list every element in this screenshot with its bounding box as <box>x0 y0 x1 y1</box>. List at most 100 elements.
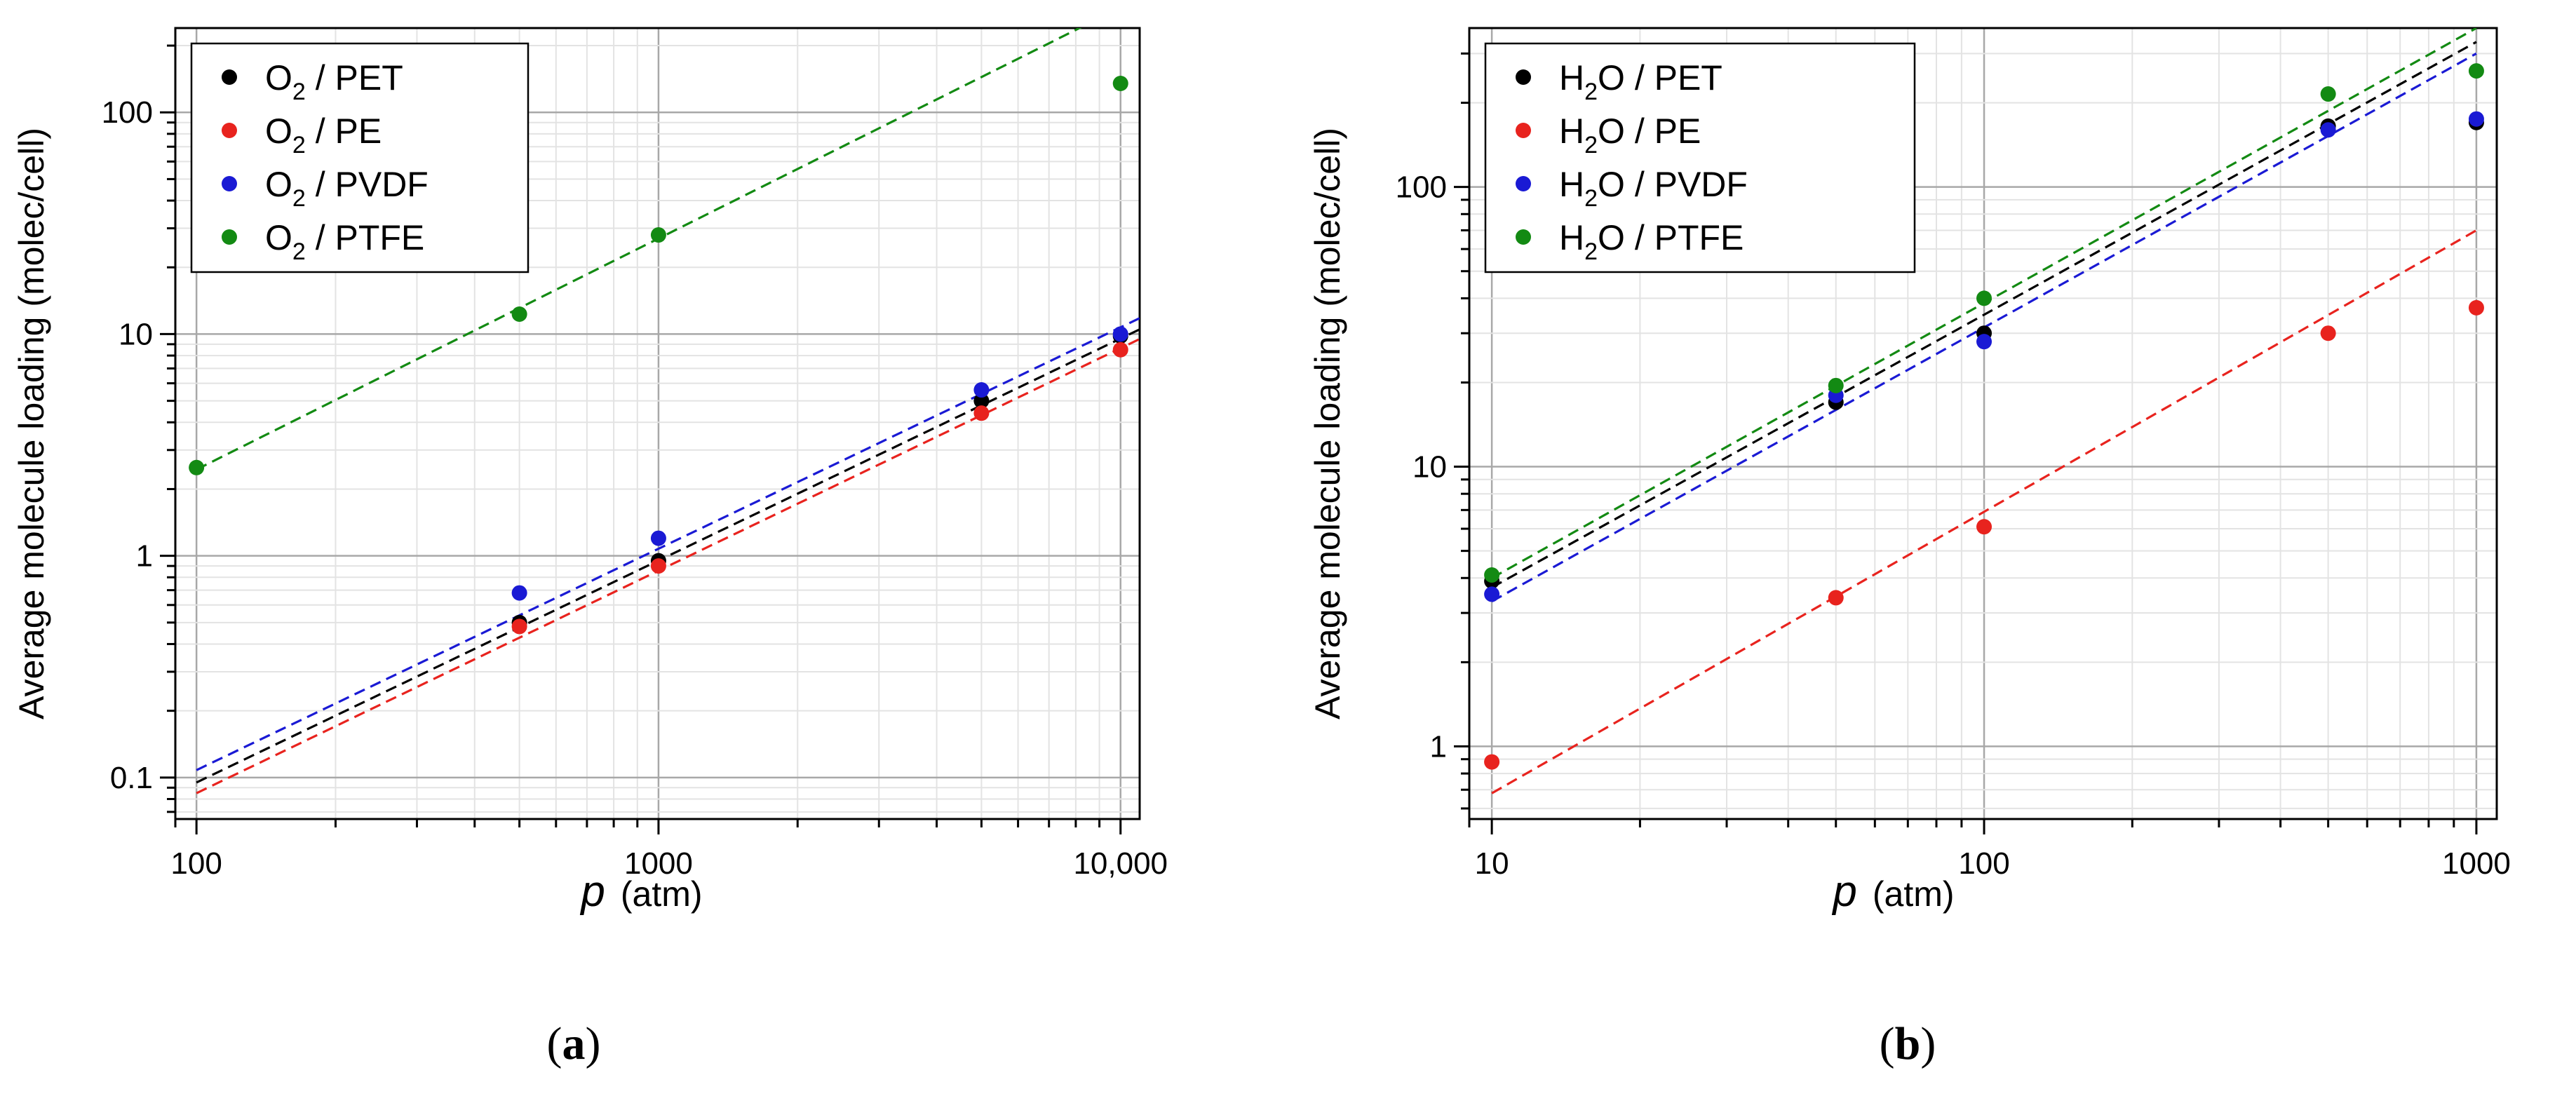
legend-subscript: 2 <box>1584 185 1598 212</box>
axis-ticks <box>160 44 1122 834</box>
y-tick-label: 10 <box>1412 450 1447 485</box>
data-point-ptfe <box>650 227 666 243</box>
legend-label-pet: O2 / PET <box>265 58 403 105</box>
legend-label-pe: H2O / PE <box>1559 111 1701 158</box>
data-point-pvdf <box>973 382 990 398</box>
legend-subscript: 2 <box>1584 132 1598 158</box>
data-point-pe <box>650 558 666 574</box>
legend-marker-pvdf <box>1516 176 1531 191</box>
data-point-pvdf <box>1976 334 1992 350</box>
x-axis-unit: (atm) <box>1873 874 1955 914</box>
caption-open: ( <box>547 1018 562 1069</box>
series-layer <box>189 28 1140 794</box>
legend-subscript: 2 <box>292 185 306 212</box>
legend-molecule: O <box>265 111 292 151</box>
y-tick-label: 100 <box>102 95 153 130</box>
caption-close: ) <box>1920 1018 1936 1069</box>
legend-subscript: 2 <box>1584 79 1598 105</box>
legend-molecule: H <box>1559 165 1584 204</box>
data-point-ptfe <box>2320 86 2336 102</box>
legend-series-name: / PE <box>306 111 382 151</box>
data-point-ptfe <box>1976 290 1992 306</box>
x-axis-label: p (atm) <box>579 867 702 916</box>
x-tick-label: 10,000 <box>1073 846 1168 881</box>
x-tick-label: 1000 <box>2442 846 2511 881</box>
data-point-pe <box>2468 299 2484 316</box>
data-point-ptfe <box>189 459 205 475</box>
legend-molecule: O <box>265 58 292 97</box>
legend-molecule: O <box>265 218 292 257</box>
data-point-pvdf <box>1112 326 1128 342</box>
legend-molecule: O <box>265 165 292 204</box>
y-tick-label: 1 <box>136 539 153 574</box>
legend-series-name: O / PVDF <box>1598 165 1748 204</box>
legend-marker-pe <box>222 123 237 138</box>
y-axis-label: Average molecule loading (molec/cell) <box>1308 128 1347 719</box>
data-point-pvdf <box>2468 111 2484 127</box>
legend-subscript: 2 <box>1584 238 1598 265</box>
legend-label-ptfe: H2O / PTFE <box>1559 218 1744 265</box>
y-tick-label: 0.1 <box>110 761 153 795</box>
legend-subscript: 2 <box>292 132 306 158</box>
legend-series-name: O / PE <box>1598 111 1701 151</box>
data-point-ptfe <box>1484 567 1500 583</box>
legend-series-name: O / PET <box>1598 58 1722 97</box>
legend-subscript: 2 <box>292 238 306 265</box>
data-point-ptfe <box>1828 377 1844 393</box>
legend-marker-pvdf <box>222 176 237 191</box>
legend-series-name: O / PTFE <box>1598 218 1744 257</box>
fit-line-pe <box>1491 229 2477 794</box>
legend-marker-pet <box>222 69 237 85</box>
data-point-pe <box>1828 590 1844 606</box>
legend-label-pet: H2O / PET <box>1559 58 1722 105</box>
y-tick-label: 1 <box>1430 729 1447 764</box>
legend-marker-ptfe <box>222 229 237 245</box>
fit-line-ptfe <box>196 28 1082 471</box>
data-point-ptfe <box>511 306 527 323</box>
x-tick-label: 100 <box>170 846 222 881</box>
legend-molecule: H <box>1559 58 1584 97</box>
y-tick-label: 10 <box>119 317 153 351</box>
legend-box <box>1484 42 1916 273</box>
legend-marker-pe <box>1516 123 1531 138</box>
legend-label-pvdf: H2O / PVDF <box>1559 165 1748 212</box>
x-axis-variable: p <box>1831 867 1856 916</box>
data-point-pvdf <box>511 585 527 601</box>
y-tick-label: 100 <box>1396 170 1447 205</box>
legend-molecule: H <box>1559 111 1584 151</box>
data-point-pvdf <box>1484 586 1500 602</box>
series-layer <box>1484 28 2484 794</box>
axis-ticks <box>1454 52 2478 834</box>
data-point-pvdf <box>650 530 666 546</box>
data-point-pe <box>2320 325 2336 341</box>
caption-close: ) <box>586 1018 601 1069</box>
chart-panel-a: 100 1000 10,000 0.1 1 10 100 Average molecule l… <box>12 27 1168 1069</box>
y-axis-label: Average molecule loading (molec/cell) <box>12 128 51 719</box>
x-tick-label: 1000 <box>624 846 693 881</box>
fit-line-pvdf <box>196 317 1140 771</box>
plot-frame <box>1468 27 2498 820</box>
caption-letter: a <box>562 1018 586 1069</box>
legend-subscript: 2 <box>292 79 306 105</box>
legend-marker-pet <box>1516 69 1531 85</box>
legend-marker-ptfe <box>1516 229 1531 245</box>
data-point-ptfe <box>2468 63 2484 79</box>
data-point-pe <box>1976 519 1992 535</box>
legend-label-pe: O2 / PE <box>265 111 382 158</box>
legend-box <box>190 42 530 273</box>
legend-series-name: / PET <box>306 58 403 97</box>
data-point-ptfe <box>1112 76 1128 92</box>
caption-open: ( <box>1880 1018 1895 1069</box>
x-axis-unit: (atm) <box>621 874 703 914</box>
panel-caption: (b) <box>1880 1018 1936 1069</box>
fit-line-pet <box>1491 41 2477 589</box>
legend-series-name: / PVDF <box>306 165 429 204</box>
data-point-pe <box>973 405 990 421</box>
x-axis-variable: p <box>579 867 605 916</box>
data-point-pe <box>511 618 527 635</box>
caption-letter: b <box>1895 1018 1921 1069</box>
data-point-pet <box>973 393 990 409</box>
